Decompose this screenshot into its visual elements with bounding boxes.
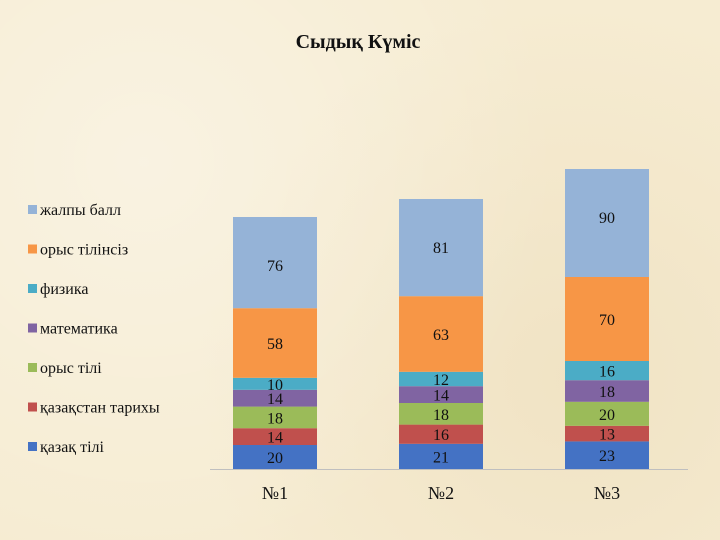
legend: жалпы балл орыс тілінсіз физика математика о… [28,202,160,456]
data-label-орыс-тілінсіз-2: 63 [433,327,449,344]
bar-жалпы-балл-3 [565,169,649,277]
bar-жалпы-балл-1 [233,217,317,309]
data-label-математика-1: 14 [267,391,283,408]
legend-label-математика: математика [40,321,118,338]
bar-орыс-тілі-2 [399,403,483,425]
data-label-физика-3: 16 [599,364,615,381]
chart-title: Сыдық Күміс [296,31,421,53]
data-label-қазақстан-тарихы-1: 14 [267,430,283,447]
legend-swatch-орыс-тілінсіз [28,244,37,254]
data-label-физика-1: 10 [267,377,283,394]
data-label-қазақ-тілі-2: 21 [433,449,449,466]
data-label-орыс-тілі-3: 20 [599,407,615,424]
bar-математика-2 [399,386,483,403]
data-label-орыс-тілі-1: 18 [267,410,283,427]
bar-қазақстан-тарихы-3 [565,425,649,442]
data-label-қазақ-тілі-1: 20 [267,450,283,467]
data-label-орыс-тілінсіз-1: 58 [267,336,283,353]
legend-swatch-математика [28,323,37,333]
bar-қазақ-тілі-3 [565,441,649,469]
bar-орыс-тілі-3 [565,401,649,426]
legend-swatch-қазақстан-тарихы [28,402,37,412]
data-label-орыс-тілінсіз-3: 70 [599,312,615,329]
data-label-жалпы-балл-1: 76 [267,258,283,275]
data-label-орыс-тілі-2: 18 [433,407,449,424]
bar-физика-3 [565,361,649,381]
bar-орыс-тілінсіз-2 [399,296,483,372]
legend-swatch-орыс-тілі [28,363,37,372]
x-tick-label-3: №3 [594,483,620,503]
data-label-математика-2: 14 [433,388,449,405]
bar-қазақстан-тарихы-1 [233,428,317,445]
bar-қазақ-тілі-1 [233,445,317,469]
legend-label-орыс-тілі: орыс тілі [40,360,102,377]
bar-қазақстан-тарихы-2 [399,424,483,444]
legend-label-қазақстан-тарихы: қазақстан тарихы [40,400,160,417]
data-label-қазақстан-тарихы-3: 13 [599,427,615,444]
legend-label-физика: физика [40,281,88,298]
bar-физика-1 [233,377,317,390]
bar-орыс-тілінсіз-1 [233,308,317,378]
data-label-қазақстан-тарихы-2: 16 [433,427,449,444]
legend-label-жалпы-балл: жалпы балл [39,202,121,219]
plot-area: 20141814105876№121161814126381№223132018… [210,169,688,503]
data-label-қазақ-тілі-3: 23 [599,448,615,465]
x-tick-label-2: №2 [428,483,454,503]
bar-физика-2 [399,371,483,387]
legend-label-орыс-тілінсіз: орыс тілінсіз [40,242,128,259]
data-label-математика-3: 18 [599,384,615,401]
x-tick-label-1: №1 [262,483,288,503]
legend-swatch-жалпы-балл [28,205,37,214]
bar-орыс-тілінсіз-3 [565,277,649,361]
data-label-жалпы-балл-3: 90 [599,210,615,227]
bar-қазақ-тілі-2 [399,443,483,469]
data-label-жалпы-балл-2: 81 [433,240,449,257]
bar-орыс-тілі-1 [233,406,317,429]
legend-label-қазақ-тілі: қазақ тілі [40,439,104,456]
data-label-физика-2: 12 [433,372,449,389]
bar-математика-1 [233,389,317,407]
legend-swatch-қазақ-тілі [28,442,37,451]
bar-жалпы-балл-2 [399,199,483,297]
legend-swatch-физика [28,284,37,293]
bar-математика-3 [565,380,649,402]
